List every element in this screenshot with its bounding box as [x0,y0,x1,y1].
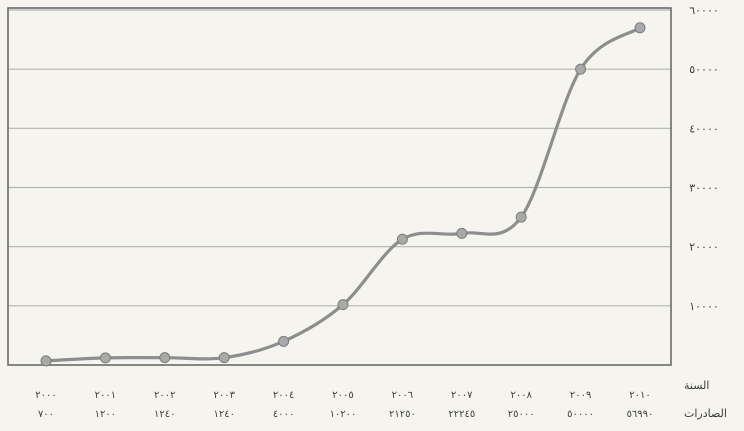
x-category-value: ١٢٠٠ [95,409,116,420]
data-markers [40,22,646,367]
x-category-year: ٢٠٠٠ [35,390,56,401]
x-category-value: ٢٥٠٠٠ [508,409,535,420]
y-tick-label: ٥٠٠٠٠ [689,63,719,76]
x-axis-category-labels: ٢٠٠٠ ٧٠٠ ٢٠٠١ ١٢٠٠ ٢٠٠٢ ١٢٤٠ ٢٠٠٣ ١٢٤٠ ٢٠٠٤ ٤٠٠٠ ٢… [35,390,653,420]
x-category-year: ٢٠٠١ [95,390,116,401]
y-tick-label: ٦٠٠٠٠ [689,4,719,17]
x-category-year: ٢٠٠٢ [154,390,175,401]
x-category-value: ١٠٢٠٠ [330,409,357,420]
y-tick-label: ٤٠٠٠٠ [689,122,719,135]
data-point [575,63,587,75]
row-label-years: السنة [684,379,709,392]
plot-area-frame [7,7,672,366]
data-point [396,233,408,245]
x-category-year: ٢٠٠٣ [213,390,235,401]
data-point [337,299,349,311]
x-category-value: ٧٠٠ [38,409,54,420]
data-point [634,22,646,34]
x-category-year: ٢٠٠٤ [273,390,294,401]
series-line [45,26,641,363]
data-point [218,352,230,364]
gridlines [8,9,671,307]
x-category-year: ٢٠٠٧ [451,390,473,401]
y-tick-label: ٣٠٠٠٠ [689,182,719,195]
data-point [40,355,52,367]
y-tick-label: ٢٠٠٠٠ [689,241,719,254]
row-label-values: الصادرات [684,407,727,420]
data-point [159,352,171,364]
data-point [515,211,527,223]
x-category-year: ٢٠٠٦ [392,390,413,401]
x-category-value: ٥٠٠٠٠ [567,409,594,420]
y-tick-label: ١٠٠٠٠ [689,300,719,313]
x-category-value: ٤٠٠٠ [273,409,294,420]
x-category-year: ٢٠١٠ [629,390,650,401]
x-category-year: ٢٠٠٨ [510,390,532,401]
x-category-year: ٢٠٠٩ [570,390,591,401]
x-category-value: ٥٦٩٩٠ [627,409,654,420]
x-category-value: ١٢٤٠ [154,409,175,420]
x-category-value: ٢٢٢٤٥ [448,409,475,420]
x-category-value: ١٢٤٠ [213,409,234,420]
x-category-value: ٢١٢٥٠ [389,409,416,420]
y-axis-tick-labels: ١٠٠٠٠ ٢٠٠٠٠ ٣٠٠٠٠ ٤٠٠٠٠ ٥٠٠٠٠ ٦٠٠٠٠ [689,4,719,313]
x-category-year: ٢٠٠٥ [332,390,353,401]
data-point [99,352,111,364]
data-point [456,227,468,239]
data-point [278,335,290,347]
